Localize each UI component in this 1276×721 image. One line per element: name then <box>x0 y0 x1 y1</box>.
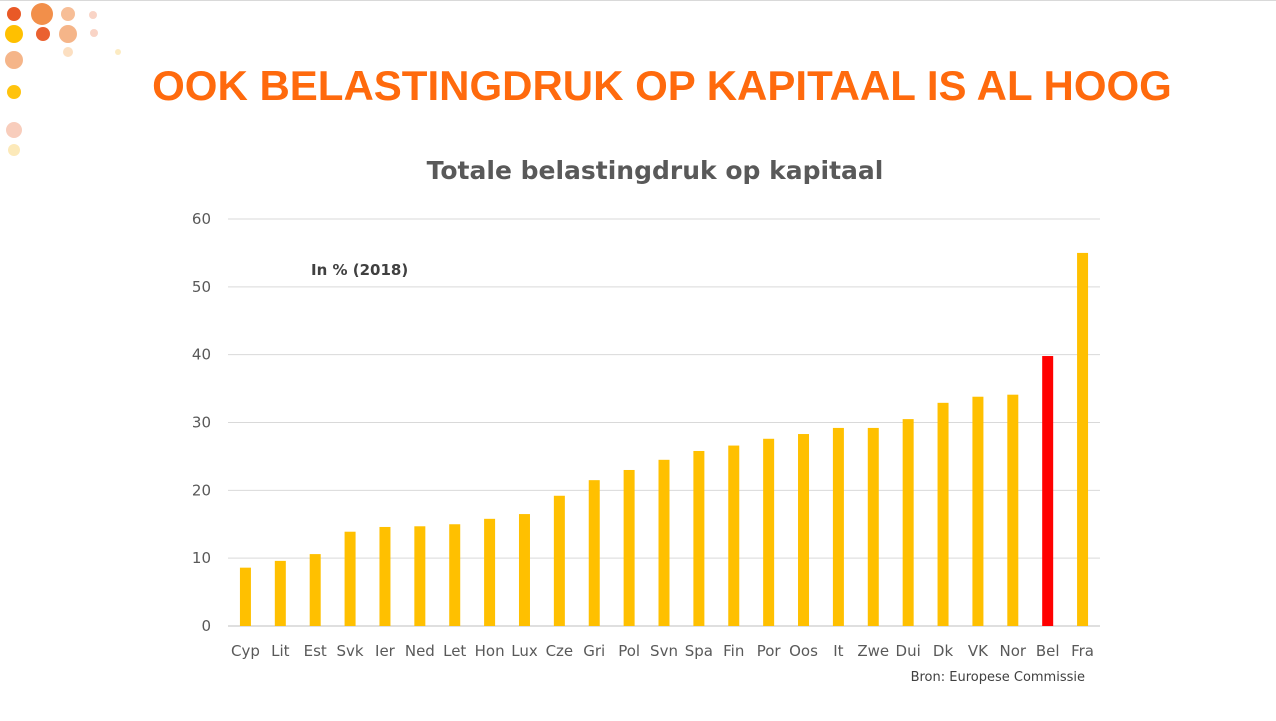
slide-title: OOK BELASTINGDRUK OP KAPITAAL IS AL HOOG <box>152 62 1172 109</box>
x-category-label: Cyp <box>231 642 260 660</box>
x-category-label: Dui <box>896 642 921 660</box>
x-category-label: Est <box>304 642 327 660</box>
bar-cze <box>553 495 565 626</box>
bar-cyp <box>239 567 251 626</box>
x-category-label: Zwe <box>857 642 889 660</box>
x-category-label: Oos <box>789 642 818 660</box>
bar-lit <box>274 560 286 626</box>
bar-let <box>449 524 461 626</box>
x-category-label: Cze <box>546 642 574 660</box>
bar-ier <box>379 526 391 626</box>
bar-bel <box>1042 356 1054 626</box>
x-category-label: Fin <box>723 642 744 660</box>
x-category-label: Svk <box>337 642 364 660</box>
x-category-label: Fra <box>1071 642 1094 660</box>
y-tick-label: 0 <box>201 617 211 635</box>
bar-svn <box>658 459 670 626</box>
source-note: Bron: Europese Commissie <box>910 670 1085 685</box>
x-category-label: Ned <box>405 642 435 660</box>
y-tick-label: 30 <box>192 414 211 432</box>
chart-title: Totale belastingdruk op kapitaal <box>426 156 884 185</box>
x-category-label: Pol <box>618 642 640 660</box>
decorative-dots-logo <box>5 3 121 156</box>
top-border-line <box>0 0 1276 1</box>
bar-it <box>832 427 844 626</box>
x-category-label: Gri <box>583 642 605 660</box>
bar-dui <box>902 419 914 626</box>
bar-dk <box>937 402 949 626</box>
x-category-label: Ier <box>375 642 396 660</box>
bar-fra <box>1077 252 1089 626</box>
bar-gri <box>588 480 600 626</box>
x-category-label: It <box>833 642 843 660</box>
y-tick-label: 60 <box>192 210 211 228</box>
x-category-label: Dk <box>933 642 954 660</box>
y-tick-label: 50 <box>192 278 211 296</box>
y-tick-label: 20 <box>192 481 211 499</box>
x-category-label: Svn <box>650 642 678 660</box>
y-tick-label: 40 <box>192 346 211 364</box>
bar-fin <box>728 445 740 626</box>
x-category-label: Lit <box>271 642 290 660</box>
x-category-label: Bel <box>1036 642 1060 660</box>
x-category-label: Nor <box>1000 642 1027 660</box>
x-category-label: Spa <box>685 642 713 660</box>
x-category-label: Hon <box>475 642 505 660</box>
bar-spa <box>693 450 705 626</box>
bar-hon <box>484 518 496 626</box>
x-category-label: Por <box>757 642 782 660</box>
unit-annotation: In % (2018) <box>311 261 409 279</box>
bar-nor <box>1007 394 1019 626</box>
bar-vk <box>972 396 984 626</box>
bar-por <box>763 438 775 626</box>
bar-est <box>309 554 321 626</box>
x-category-label: Lux <box>511 642 538 660</box>
bar-pol <box>623 469 635 626</box>
bar-lux <box>518 514 530 626</box>
bar-oos <box>798 434 810 626</box>
bar-ned <box>414 526 426 626</box>
x-category-label: Let <box>443 642 466 660</box>
y-tick-label: 10 <box>192 549 211 567</box>
x-category-label: VK <box>968 642 989 660</box>
bar-svk <box>344 531 356 626</box>
bar-zwe <box>867 427 879 626</box>
